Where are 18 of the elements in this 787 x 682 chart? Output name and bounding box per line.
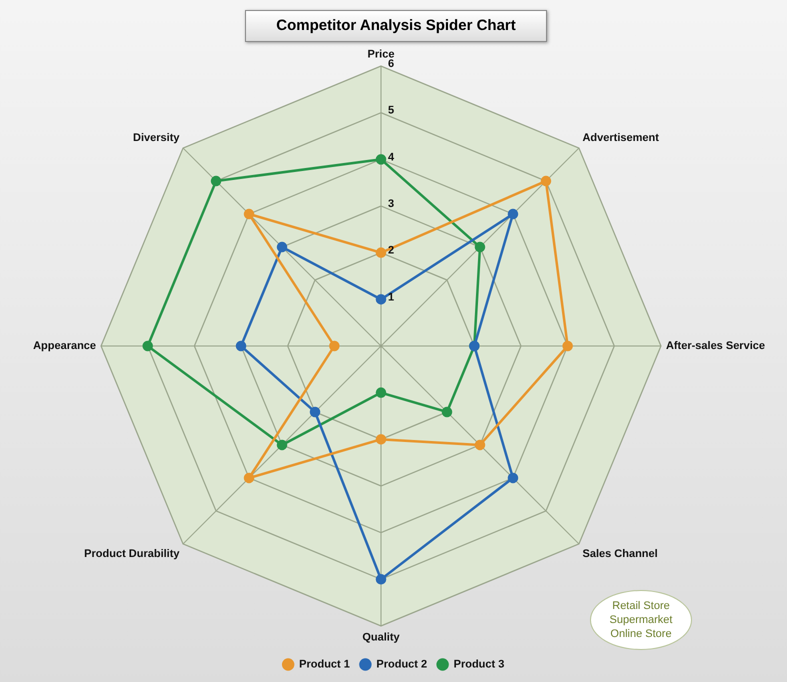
spoke-label: Price bbox=[368, 48, 394, 60]
legend-label: Product 2 bbox=[376, 658, 428, 671]
spoke-label: Diversity bbox=[133, 132, 180, 144]
spoke-label: After-sales Service bbox=[666, 340, 766, 352]
spoke-label: Product Durability bbox=[84, 548, 180, 560]
spoke-label: Appearance bbox=[33, 340, 96, 352]
legend-label: Product 1 bbox=[299, 658, 350, 671]
y-tick-label: 4 bbox=[388, 151, 395, 164]
spoke-label: Sales Channel bbox=[582, 548, 658, 560]
y-tick-label: 1 bbox=[388, 291, 394, 304]
y-tick-label: 3 bbox=[388, 198, 394, 210]
spoke-label: Quality bbox=[362, 632, 401, 644]
spoke-label: Advertisement bbox=[582, 132, 660, 144]
y-tick-label: 6 bbox=[388, 58, 394, 70]
legend-label: Product 3 bbox=[454, 658, 504, 671]
chart-title: Competitor Analysis Spider Chart bbox=[245, 10, 547, 42]
y-tick-label: 5 bbox=[388, 104, 394, 117]
text: Retail Store Supermarket Online Store bbox=[608, 599, 674, 641]
